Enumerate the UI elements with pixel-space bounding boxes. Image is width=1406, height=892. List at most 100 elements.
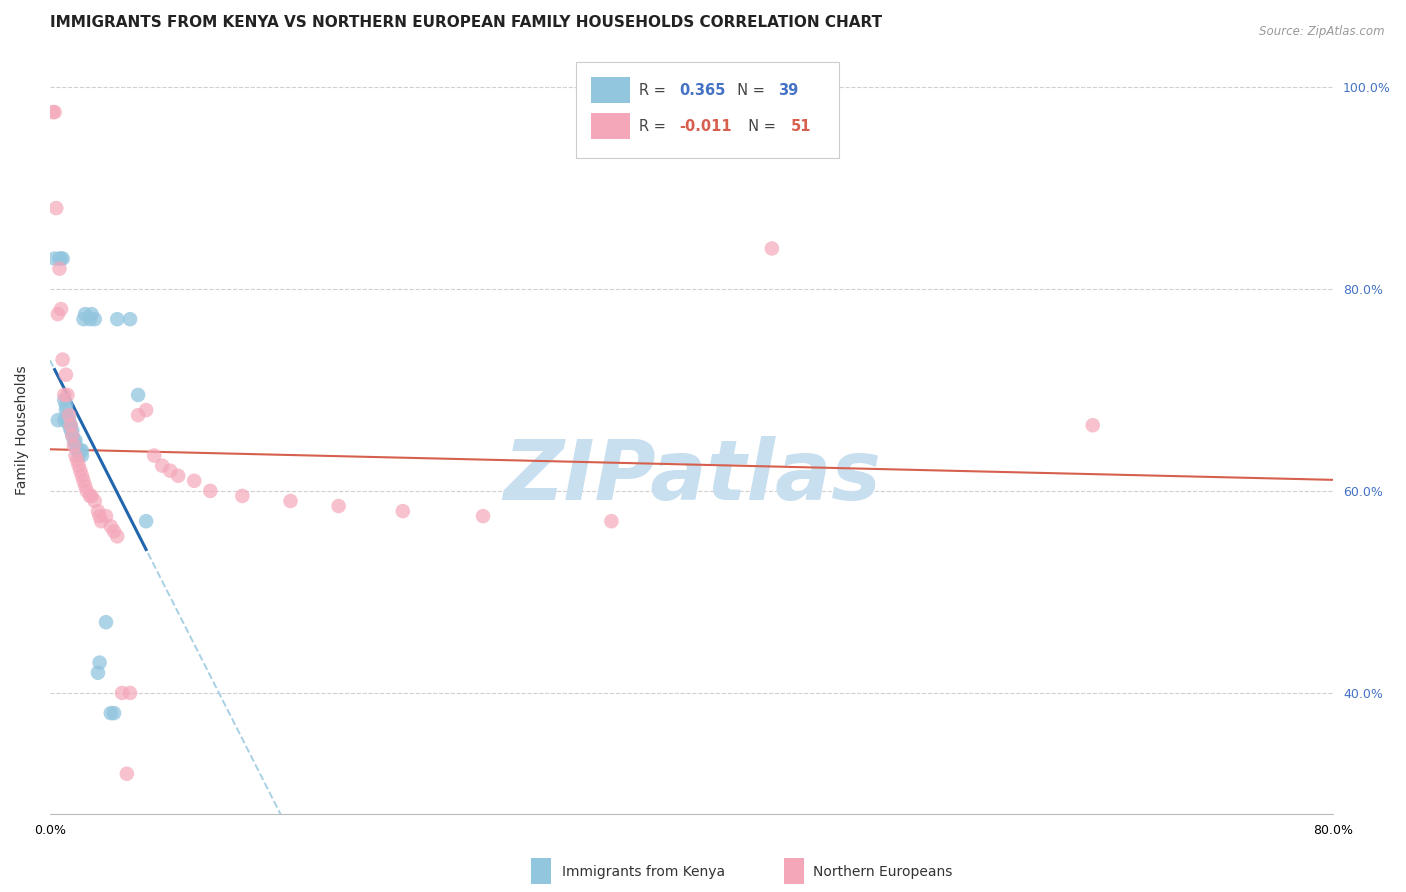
Point [65,438,87,452]
Point [72,312,94,326]
Y-axis label: Family Households: Family Households [15,366,30,495]
Point [69,464,91,478]
Point [79,312,101,326]
Point [45,201,67,215]
Point [159,464,181,478]
Point [72,474,94,488]
Point [328,499,350,513]
Point [53,413,76,427]
Point [53,388,76,402]
Point [65,434,87,448]
Point [60,423,83,437]
Point [167,468,190,483]
Point [59,423,82,437]
Point [70,449,93,463]
Point [89,656,111,670]
FancyBboxPatch shape [576,62,839,158]
Point [111,686,134,700]
Point [80,489,103,503]
Point [280,494,302,508]
Point [75,307,97,321]
Point [120,686,142,700]
Point [58,408,80,422]
Point [44,105,66,120]
Point [600,514,623,528]
Point [58,418,80,433]
Point [56,413,79,427]
Point [135,514,157,528]
Text: Source: ZipAtlas.com: Source: ZipAtlas.com [1260,25,1385,38]
Point [66,453,89,467]
Point [59,418,82,433]
Point [79,489,101,503]
Point [90,514,112,528]
Point [105,312,128,326]
Point [56,388,79,402]
Point [391,504,413,518]
Point [127,388,149,402]
Point [87,665,110,680]
Point [58,413,80,427]
Point [56,408,79,422]
Point [46,413,69,427]
Text: Northern Europeans: Northern Europeans [813,865,952,879]
Point [55,398,77,412]
Point [143,449,166,463]
Point [103,524,125,539]
Point [60,428,83,442]
Text: N =: N = [740,119,780,134]
Point [52,252,75,266]
Point [1081,418,1104,433]
Point [66,443,89,458]
Point [55,368,77,382]
Point [100,706,122,720]
Point [59,418,82,433]
Point [65,449,87,463]
Point [150,458,173,473]
Point [52,352,75,367]
Point [103,706,125,720]
Text: R =: R = [638,119,671,134]
Point [70,468,93,483]
Point [75,479,97,493]
Point [46,307,69,321]
Point [115,766,138,780]
Point [63,434,86,448]
Point [127,408,149,422]
Point [63,438,86,452]
Point [100,519,122,533]
Point [48,252,70,266]
Point [83,312,105,326]
Point [761,242,783,256]
FancyBboxPatch shape [592,113,630,139]
Text: Immigrants from Kenya: Immigrants from Kenya [562,865,725,879]
Text: 51: 51 [790,119,811,134]
Point [83,494,105,508]
Point [472,509,495,524]
Point [89,509,111,524]
Point [49,301,72,316]
Point [120,312,142,326]
Point [105,529,128,543]
Point [80,307,103,321]
Point [94,615,117,630]
Point [69,443,91,458]
Point [87,504,110,518]
Point [231,489,253,503]
Point [94,509,117,524]
Text: 39: 39 [778,83,797,98]
Text: 0.365: 0.365 [679,83,725,98]
Text: R =: R = [638,83,671,98]
Point [44,252,66,266]
Text: IMMIGRANTS FROM KENYA VS NORTHERN EUROPEAN FAMILY HOUSEHOLDS CORRELATION CHART: IMMIGRANTS FROM KENYA VS NORTHERN EUROPE… [49,15,882,30]
Text: ZIPatlas: ZIPatlas [503,436,880,516]
Point [42,105,65,120]
Point [53,392,76,407]
Point [67,458,90,473]
Point [200,483,222,498]
Point [70,443,93,458]
Point [55,403,77,417]
Point [60,428,83,442]
Point [48,261,70,276]
Point [67,449,90,463]
